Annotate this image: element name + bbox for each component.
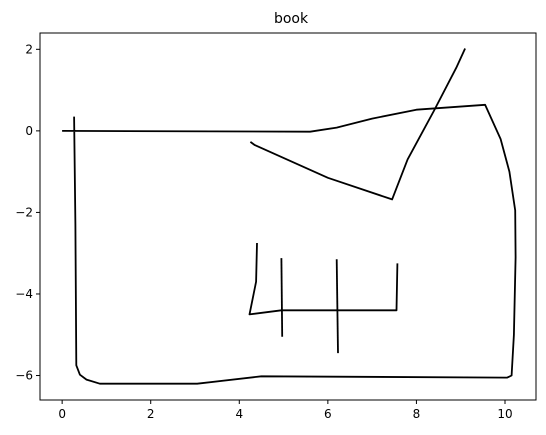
x-tick-label: 8 [413,407,421,421]
plot-frame [39,32,537,401]
y-tick-label: −6 [15,369,33,383]
series-layer [62,48,517,385]
x-tick-label: 6 [324,407,332,421]
stroke-line-3 [248,242,399,316]
stroke-line-4 [280,258,284,337]
y-tick-label: 0 [25,124,33,138]
chart-title: book [274,11,309,27]
x-tick-label: 4 [235,407,243,421]
y-tick-label: −4 [15,287,33,301]
x-tick-label: 2 [147,407,155,421]
x-tick-label: 0 [58,407,66,421]
stroke-line-1 [62,103,517,385]
y-tick-label: −2 [15,205,33,219]
x-axis: 0 2 4 6 8 10 [58,400,513,421]
x-tick-label: 10 [497,407,512,421]
y-tick-label: 2 [25,42,33,56]
stroke-line-2 [249,48,466,201]
stroke-line-5 [335,259,339,354]
y-axis: 2 0 −2 −4 −6 [15,42,40,383]
